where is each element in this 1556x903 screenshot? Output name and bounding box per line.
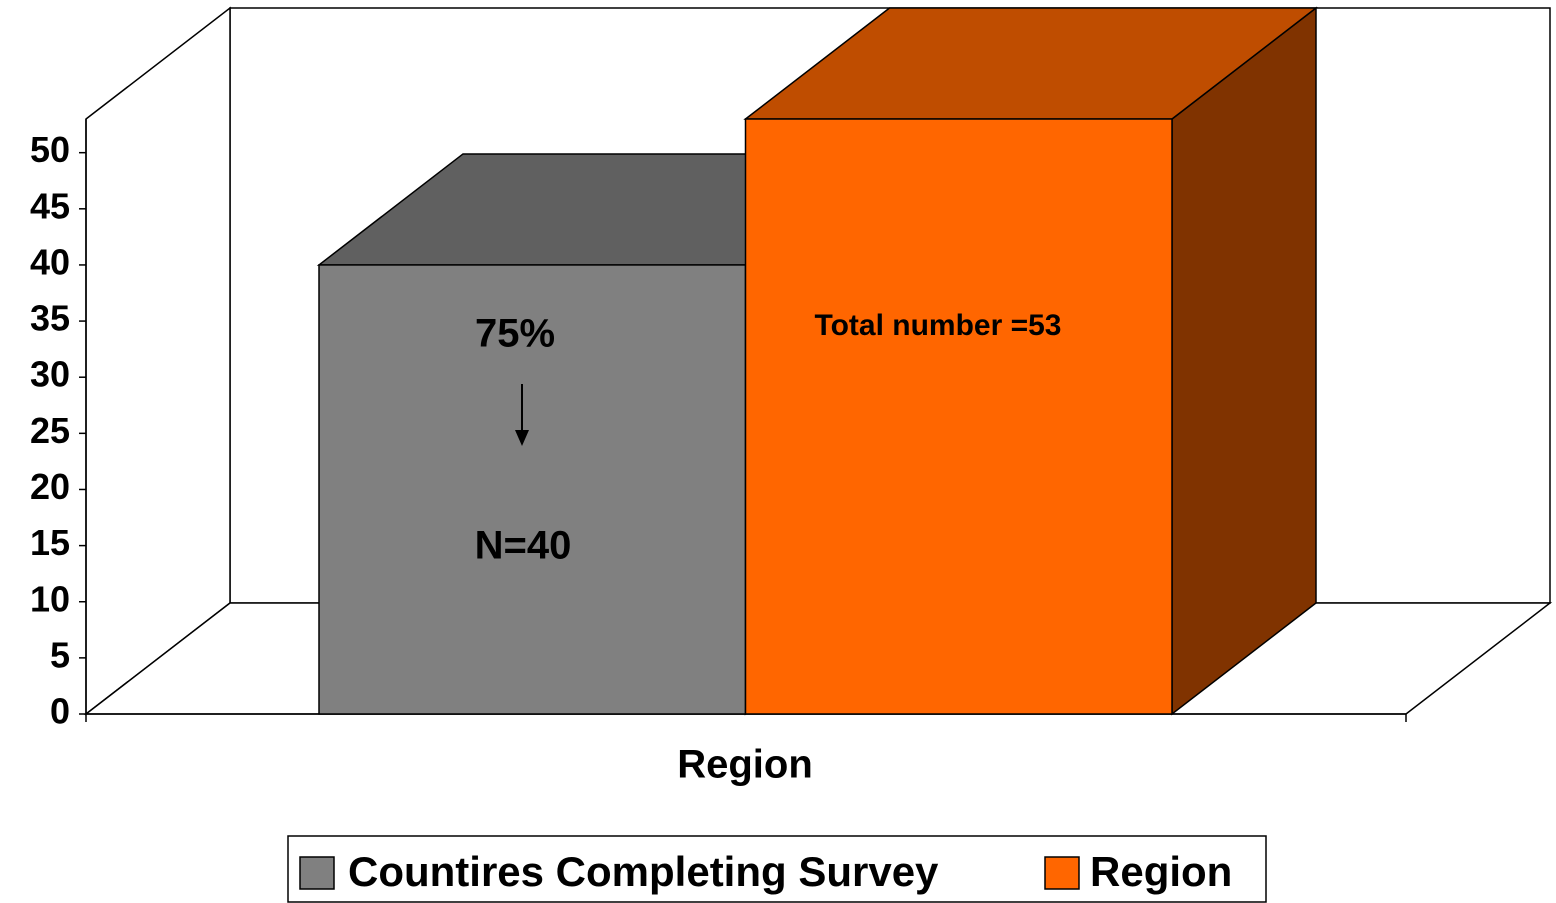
y-tick-label: 10 — [30, 578, 70, 619]
x-axis-label: Region — [677, 743, 813, 787]
annotation-arrowhead — [515, 430, 529, 446]
y-tick-label: 35 — [30, 298, 70, 339]
y-tick-label: 45 — [30, 185, 70, 226]
y-tick-label: 15 — [30, 522, 70, 563]
y-tick-label: 20 — [30, 466, 70, 507]
annotation: 75% — [475, 312, 555, 356]
data-label: Total number =53 — [814, 309, 1061, 342]
bar — [744, 118, 1173, 715]
y-tick-label: 50 — [30, 129, 70, 170]
y-tick-label: 30 — [30, 354, 70, 395]
bar-side — [1171, 6, 1317, 716]
y-tick-label: 5 — [50, 634, 70, 675]
legend: Countires Completing Survey Region — [287, 835, 1267, 903]
y-tick-label: 40 — [30, 241, 70, 282]
legend-box — [287, 835, 1267, 903]
side-wall — [85, 6, 231, 716]
y-tick-label: 0 — [50, 691, 70, 732]
legend-label: Region — [1090, 848, 1232, 895]
bar — [318, 264, 747, 715]
legend-swatch — [299, 856, 335, 890]
legend-swatch — [1044, 856, 1080, 890]
data-label: N=40 — [475, 524, 572, 568]
legend-label: Countires Completing Survey — [348, 848, 939, 895]
y-tick-label: 25 — [30, 410, 70, 451]
